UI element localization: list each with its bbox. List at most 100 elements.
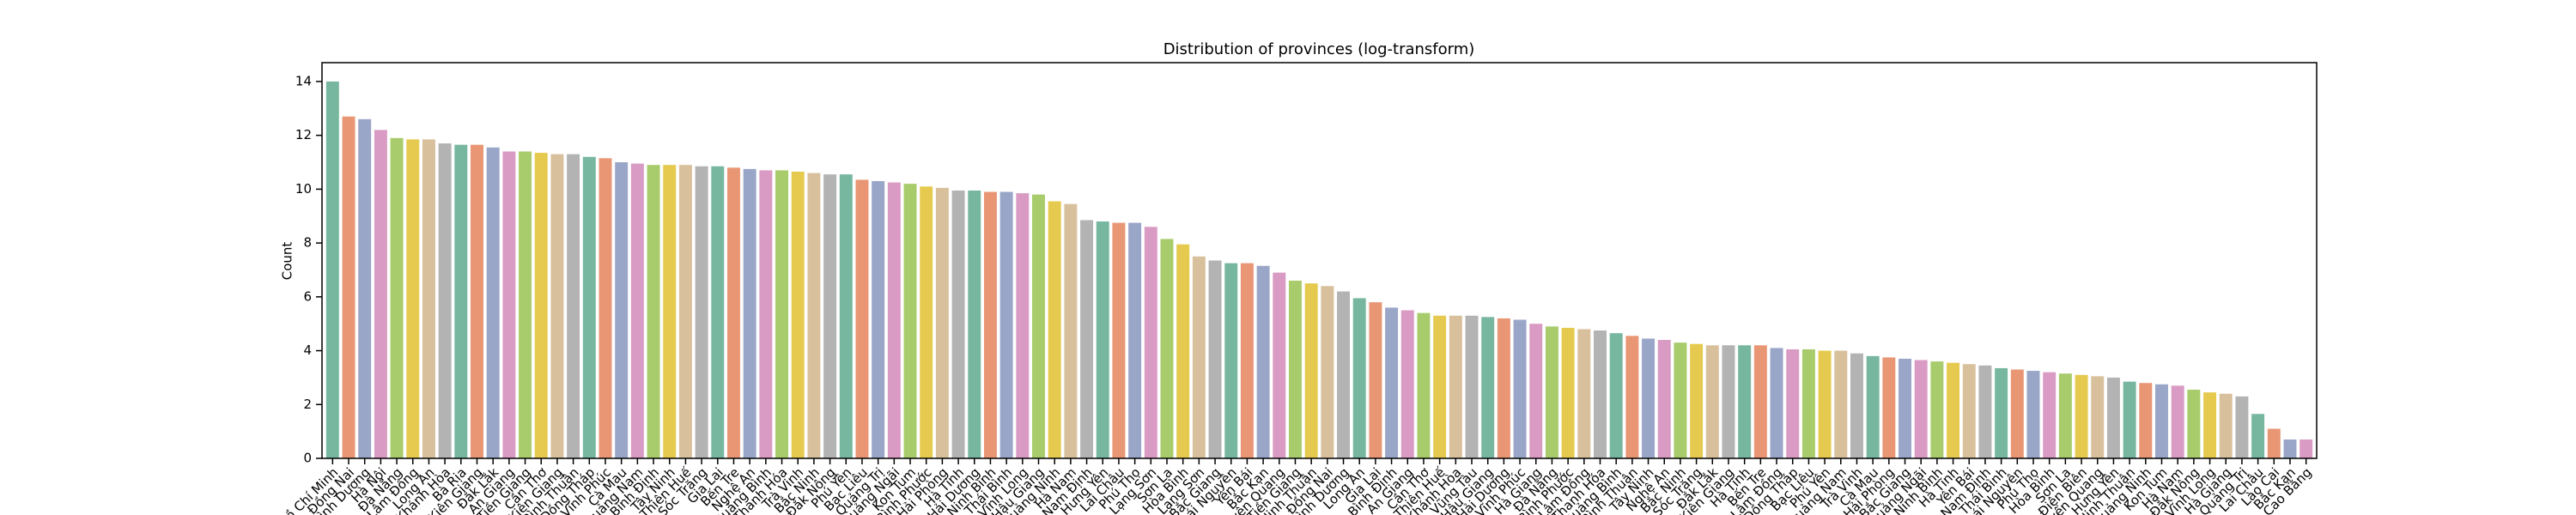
bar bbox=[2267, 428, 2281, 458]
bar bbox=[1337, 291, 1351, 458]
bar bbox=[1609, 333, 1623, 458]
bar bbox=[502, 151, 516, 458]
plot-frame bbox=[321, 62, 2318, 459]
chart-title: Distribution of provinces (log-transform… bbox=[1163, 40, 1475, 58]
bar bbox=[325, 81, 339, 458]
bar bbox=[2251, 414, 2265, 458]
bar bbox=[647, 165, 660, 458]
bar bbox=[390, 137, 404, 459]
bar bbox=[1112, 222, 1126, 458]
bar bbox=[1995, 367, 2008, 458]
bar bbox=[1192, 256, 1206, 458]
bar bbox=[1705, 345, 1719, 458]
bar bbox=[406, 139, 420, 458]
bar bbox=[678, 165, 692, 458]
bar bbox=[582, 156, 596, 458]
bar bbox=[1481, 317, 1495, 458]
bar bbox=[1080, 220, 1094, 458]
bar bbox=[1176, 244, 1190, 458]
bar bbox=[951, 190, 965, 458]
bar bbox=[983, 191, 997, 458]
bar bbox=[2283, 439, 2297, 458]
bar bbox=[422, 139, 435, 458]
bar bbox=[1064, 203, 1078, 458]
bar bbox=[1722, 345, 1735, 458]
bar bbox=[2155, 384, 2168, 458]
bar bbox=[1753, 345, 1767, 458]
bar bbox=[342, 116, 355, 459]
bar bbox=[1529, 324, 1543, 458]
bar bbox=[2058, 373, 2072, 458]
bar bbox=[2043, 372, 2057, 458]
bar bbox=[358, 118, 372, 458]
bar bbox=[630, 163, 644, 458]
bar bbox=[1288, 281, 1302, 458]
bar bbox=[1449, 315, 1462, 458]
bar bbox=[615, 162, 629, 459]
bar bbox=[1657, 340, 1671, 458]
bar bbox=[550, 154, 564, 458]
bar bbox=[695, 166, 708, 458]
bar bbox=[1497, 318, 1510, 458]
y-axis-label: Count bbox=[280, 242, 295, 281]
bar bbox=[1899, 358, 1911, 458]
bar bbox=[598, 158, 612, 458]
bar bbox=[2026, 371, 2040, 458]
bar bbox=[1625, 336, 1639, 458]
y-tick-label: 6 bbox=[303, 288, 312, 304]
bar bbox=[1273, 272, 1286, 458]
bar bbox=[567, 154, 580, 458]
bar bbox=[1690, 343, 1704, 458]
bar bbox=[855, 179, 869, 458]
bar bbox=[743, 168, 756, 458]
bar bbox=[920, 186, 933, 459]
bar bbox=[1016, 193, 1030, 458]
y-tick-label: 10 bbox=[295, 181, 312, 197]
bar bbox=[2106, 377, 2120, 458]
bar bbox=[1048, 201, 1061, 458]
bar bbox=[1128, 222, 1142, 458]
bar bbox=[438, 143, 452, 458]
bar bbox=[534, 153, 548, 459]
bar bbox=[2187, 390, 2201, 458]
bar bbox=[1577, 329, 1591, 458]
bar bbox=[2300, 439, 2313, 458]
bar bbox=[2139, 383, 2153, 458]
bar bbox=[1545, 326, 1558, 458]
bar bbox=[2235, 396, 2249, 458]
bar bbox=[1914, 360, 1928, 458]
bar bbox=[1385, 307, 1399, 458]
bar bbox=[1256, 265, 1270, 458]
bar bbox=[1208, 260, 1222, 458]
bar bbox=[1144, 227, 1157, 458]
bar bbox=[2123, 381, 2136, 458]
y-tick-label: 4 bbox=[303, 342, 312, 358]
bar bbox=[1032, 194, 1045, 458]
bar bbox=[711, 166, 725, 458]
bar bbox=[663, 165, 677, 458]
bar bbox=[1818, 350, 1832, 458]
bar bbox=[2171, 385, 2184, 458]
y-tick-label: 8 bbox=[303, 235, 312, 251]
bar bbox=[1561, 327, 1575, 458]
bar bbox=[1096, 221, 1109, 458]
bar bbox=[887, 182, 901, 458]
bar bbox=[374, 130, 387, 458]
bar bbox=[1738, 345, 1752, 458]
y-tick-label: 14 bbox=[295, 73, 312, 88]
bar bbox=[1962, 364, 1976, 458]
bar bbox=[486, 147, 500, 459]
bar bbox=[1930, 361, 1944, 458]
bar bbox=[807, 173, 821, 458]
bar bbox=[2091, 376, 2105, 458]
bar bbox=[839, 174, 853, 459]
bar bbox=[775, 170, 789, 458]
bar bbox=[1834, 350, 1848, 458]
bar bbox=[1978, 365, 1992, 458]
bar bbox=[1866, 355, 1880, 458]
bar bbox=[872, 180, 885, 458]
bar bbox=[1513, 319, 1527, 458]
bar bbox=[2010, 369, 2024, 458]
bar bbox=[1850, 353, 1863, 458]
y-tick-label: 0 bbox=[303, 451, 312, 466]
